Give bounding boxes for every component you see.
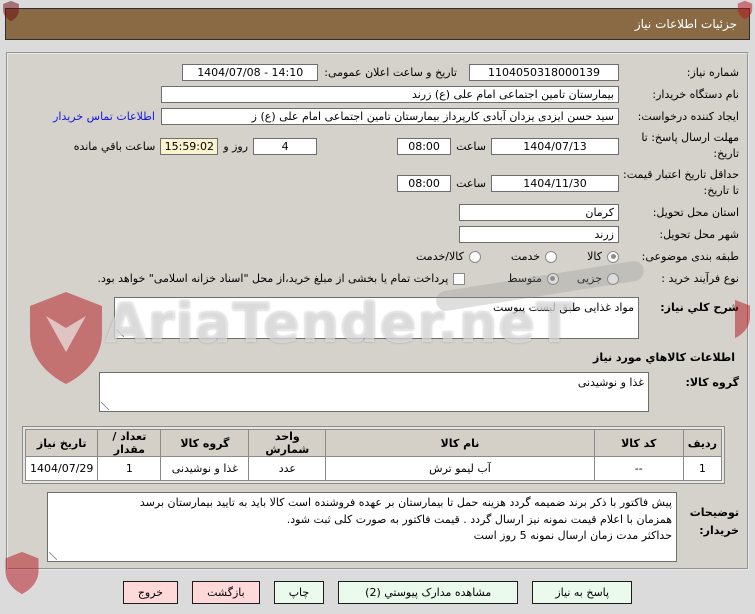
cell-unit: عدد — [248, 456, 327, 481]
request-creator-label: ایجاد کننده درخواست: — [637, 109, 739, 123]
classification-radio-goods[interactable] — [607, 250, 619, 263]
row-need-description: شرح کلي نیاز: مواد غذایی طبق لیست پیوست — [16, 297, 739, 339]
goods-table-frame: ردیف کد کالا نام کالا واحد شمارش گروه کا… — [22, 426, 725, 484]
province-input[interactable]: کرمان — [459, 204, 619, 221]
back-button[interactable]: بازگشت — [192, 581, 260, 604]
cell-item-code: -- — [593, 456, 684, 481]
classification-option-service-label: خدمت — [510, 250, 541, 263]
row-need-number: شماره نیاز: 1104050318000139 تاریخ و ساع… — [16, 64, 739, 81]
classification-label: طبقه بندی موضوعی: — [641, 249, 739, 263]
classification-radio-goods-service[interactable] — [468, 250, 481, 263]
col-need-date: تاریخ نیاز — [24, 429, 99, 457]
col-item-group: گروه کالا — [160, 429, 250, 457]
need-description-textarea[interactable]: مواد غذایی طبق لیست پیوست — [114, 297, 639, 339]
row-city: شهر محل تحویل: زرند — [16, 226, 739, 243]
city-label: شهر محل تحویل: — [659, 227, 739, 241]
purchase-process-radio-minor[interactable] — [607, 272, 619, 285]
price-validity-label: حداقل تاریخ اعتبار قیمت: تا تاریخ: — [623, 168, 739, 197]
treasury-docs-checkbox-label: پرداخت تمام یا بخشی از مبلغ خرید،از محل … — [97, 272, 449, 285]
reply-deadline-label: مهلت ارسال پاسخ: تا تاریخ: — [641, 131, 739, 160]
row-price-validity: حداقل تاریخ اعتبار قیمت: تا تاریخ: 1404/… — [16, 167, 739, 199]
announce-datetime-input[interactable]: 1404/07/08 - 14:10 — [182, 64, 319, 81]
purchase-process-option-minor-label: جزیی — [576, 272, 602, 285]
button-bar: پاسخ به نیاز مشاهده مدارک پیوستي (2) چاپ… — [0, 581, 755, 604]
reply-deadline-date-input[interactable]: 1404/07/13 — [491, 137, 619, 155]
classification-option-goods-service-label: کالا/خدمت — [416, 250, 464, 263]
row-request-creator: ایجاد کننده درخواست: سید حسن ایزدی یزدان… — [16, 108, 739, 125]
goods-group-label: گروه کالا: — [685, 376, 739, 389]
price-validity-hour-input[interactable]: 08:00 — [397, 174, 452, 192]
classification-option-goods-label: کالا — [587, 250, 602, 263]
cell-quantity: 1 — [97, 456, 162, 481]
buyer-org-label: نام دستگاه خریدار: — [652, 87, 739, 101]
col-quantity: تعداد / مقدار — [97, 429, 162, 457]
purchase-process-radio-medium[interactable] — [546, 272, 559, 285]
row-goods-group: گروه کالا: غذا و نوشیدنی — [16, 372, 739, 412]
cell-row-number: 1 — [682, 456, 723, 481]
row-classification: طبقه بندی موضوعی: کالا خدمت کالا/خدمت — [16, 248, 739, 265]
title-bar: جزئیات اطلاعات نیاز — [5, 8, 750, 40]
need-description-label: شرح کلي نیاز: — [660, 301, 739, 314]
purchase-process-option-medium-label: متوسط — [507, 272, 542, 285]
price-validity-hour-label: ساعت — [456, 176, 486, 190]
goods-table-header-row: ردیف کد کالا نام کالا واحد شمارش گروه کا… — [24, 429, 723, 457]
reply-deadline-hour-label: ساعت — [456, 139, 486, 153]
remaining-time-box: 15:59:02 — [160, 137, 219, 155]
need-number-label: شماره نیاز: — [686, 65, 739, 79]
view-attachments-button[interactable]: مشاهده مدارک پیوستي (2) — [338, 581, 519, 604]
buyer-notes-label: توضیحات خریدار: — [689, 506, 739, 537]
row-province: استان محل تحویل: کرمان — [16, 204, 739, 221]
row-reply-deadline: مهلت ارسال پاسخ: تا تاریخ: 1404/07/13 سا… — [16, 130, 739, 162]
remaining-time-label: ساعت باقي مانده — [73, 139, 156, 153]
need-number-input[interactable]: 1104050318000139 — [469, 64, 619, 81]
form-panel: شماره نیاز: 1104050318000139 تاریخ و ساع… — [6, 52, 749, 570]
col-item-name: نام کالا — [325, 429, 595, 457]
province-label: استان محل تحویل: — [652, 205, 739, 219]
cell-need-date: 1404/07/29 — [24, 456, 99, 481]
row-buyer-notes: توضیحات خریدار: پیش فاکتور با ذکر برند ض… — [16, 492, 739, 562]
classification-radio-service[interactable] — [545, 250, 558, 263]
buyer-contact-link[interactable]: اطلاعات تماس خریدار — [53, 110, 155, 123]
city-input[interactable]: زرند — [459, 226, 619, 243]
price-validity-date-input[interactable]: 1404/11/30 — [491, 174, 619, 192]
buyer-notes-textarea[interactable]: پیش فاکتور با ذکر برند ضمیمه گردد هزینه … — [47, 492, 677, 562]
col-item-code: کد کالا — [593, 429, 684, 457]
announce-datetime-label: تاریخ و ساعت اعلان عمومی: — [324, 66, 457, 79]
buyer-org-input[interactable]: بیمارستان تامین اجتماعی امام علی (ع) زرن… — [161, 86, 619, 103]
row-purchase-process: نوع فرآیند خرید : جزیی متوسط پرداخت تمام… — [16, 270, 739, 287]
page-title: جزئیات اطلاعات نیاز — [634, 17, 737, 31]
exit-button[interactable]: خروج — [122, 581, 179, 604]
goods-section-heading: اطلاعات کالاهاي مورد نیاز — [593, 351, 735, 364]
purchase-process-label: نوع فرآیند خرید : — [661, 271, 739, 285]
print-button[interactable]: چاپ — [273, 581, 325, 604]
remaining-days-label: روز و — [223, 139, 249, 153]
reply-deadline-hour-input[interactable]: 08:00 — [397, 137, 452, 155]
cell-item-group: غذا و نوشیدنی — [160, 456, 250, 481]
goods-table: ردیف کد کالا نام کالا واحد شمارش گروه کا… — [24, 429, 723, 481]
col-row-number: ردیف — [682, 429, 723, 457]
request-creator-input[interactable]: سید حسن ایزدی یزدان آبادی کارپرداز بیمار… — [161, 108, 619, 125]
treasury-docs-checkbox[interactable] — [453, 272, 466, 285]
cell-item-name: آب لیمو ترش — [325, 456, 595, 481]
goods-group-box[interactable]: غذا و نوشیدنی — [99, 372, 649, 412]
col-unit: واحد شمارش — [248, 429, 327, 457]
remaining-days-input[interactable]: 4 — [253, 137, 318, 155]
reply-to-need-button[interactable]: پاسخ به نیاز — [532, 581, 633, 604]
table-row: 1 -- آب لیمو ترش عدد غذا و نوشیدنی 1 140… — [24, 456, 723, 481]
row-buyer-org: نام دستگاه خریدار: بیمارستان تامین اجتما… — [16, 86, 739, 103]
